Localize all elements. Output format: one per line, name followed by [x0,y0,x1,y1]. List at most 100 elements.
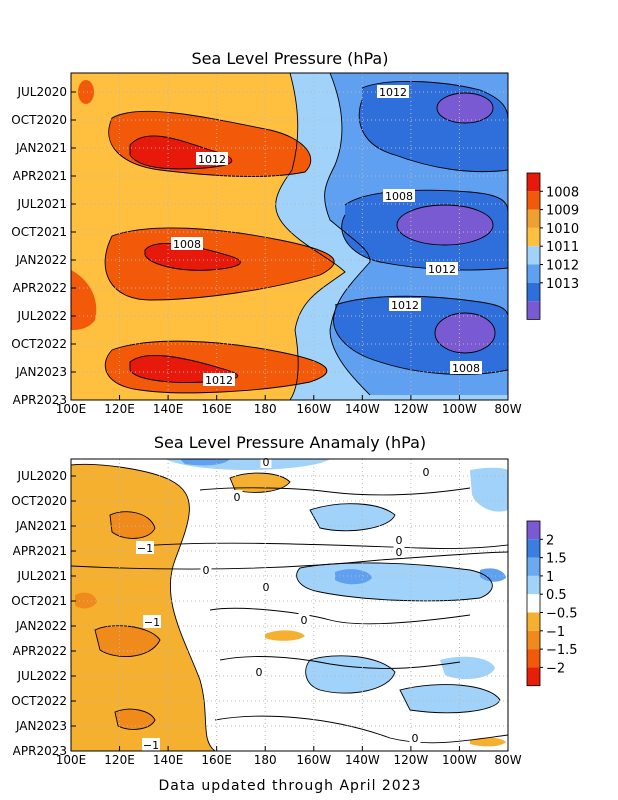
x-tick-label: 100E [56,402,87,416]
y-tick-label: JAN2022 [15,619,67,633]
svg-text:0: 0 [412,732,419,745]
svg-text:0: 0 [263,456,270,469]
x-tick-label: 160E [201,753,232,767]
contour-label: 0 [253,665,265,679]
contour-label: 0 [409,731,421,745]
svg-text:−1: −1 [144,616,160,629]
svg-text:−1: −1 [143,739,159,752]
colorbar-label: 1011 [546,240,579,255]
y-tick-label: JUL2020 [16,469,67,483]
y-tick-label: OCT2021 [11,594,67,608]
x-tick-label: 180 [254,753,277,767]
colorbar-label: 1013 [546,277,579,292]
plot-frame-bottom [70,458,509,752]
svg-text:0: 0 [256,666,263,679]
contour-label: 0 [260,580,272,594]
colorbar-label: 2 [546,533,554,548]
colorbar-label: −1.5 [546,643,578,658]
colorbar-swatch [527,557,540,576]
y-tick-label: OCT2020 [11,494,67,508]
contour-label: 0 [393,545,405,559]
data-updated-note: Data updated through April 2023 [158,778,421,794]
y-tick-label: JUL2022 [16,669,67,683]
contour-label: 1008 [450,361,482,375]
x-tick-label: 140E [153,753,184,767]
y-tick-label: JUL2021 [16,197,67,211]
colorbar-label: −1 [546,625,565,640]
x-tick-label: 140E [153,402,184,416]
contour-label: 0 [393,533,405,547]
svg-text:1012: 1012 [428,263,456,276]
y-tick-label: APR2022 [13,281,67,295]
y-tick-label: OCT2020 [11,113,67,127]
y-tick-label: JAN2023 [15,719,67,733]
contour-label: 0 [260,455,272,469]
x-tick-label: 140W [345,753,380,767]
x-tick-label: 160E [201,402,232,416]
y-tick-label: JUL2022 [16,309,67,323]
y-tick-label: JAN2021 [15,141,67,155]
x-tick-label: 80W [494,753,521,767]
colorbar-swatch [527,173,540,192]
colorbar-swatch [527,191,540,210]
y-tick-label: APR2023 [13,744,67,758]
y-tick-label: OCT2021 [11,225,67,239]
y-tick-label: OCT2022 [11,337,67,351]
y-tick-label: JAN2021 [15,519,67,533]
contour-label: 1012 [377,85,409,99]
svg-text:1012: 1012 [205,374,233,387]
colorbar-swatch [527,246,540,265]
chart-title-top: Sea Level Pressure (hPa) [192,49,389,68]
colorbar-bottom: 2 1.5 1 0.5 −0.5 −1 −1.5 −2 [526,520,578,687]
colorbar-swatch [527,521,540,540]
colorbar-swatch [527,227,540,247]
colorbar-swatch [527,264,540,283]
colorbar-frame [526,520,541,687]
svg-text:1012: 1012 [379,86,407,99]
contour-label: 1012 [196,152,228,166]
colorbar-label: 1012 [546,259,579,274]
x-tick-label: 120W [393,753,428,767]
colorbar-swatch [527,539,540,558]
contour-label: 0 [298,613,310,627]
svg-text:0: 0 [423,466,430,479]
x-tick-label: 180 [254,402,277,416]
y-tick-label: APR2022 [13,644,67,658]
svg-text:1012: 1012 [198,153,226,166]
colorbar-top: 1008 1009 1010 1011 1012 1013 [526,172,579,320]
colorbar-label: 0.5 [546,588,567,603]
y-tick-label: APR2023 [13,393,67,407]
grid-top [71,73,508,400]
colorbar-label: 1 [546,570,554,585]
x-tick-label: 100W [442,402,477,416]
y-tick-label: APR2021 [13,544,67,558]
x-tick-label: 160W [296,402,331,416]
contour-label: −1 [143,615,161,629]
colorbar-label: 1009 [546,204,579,219]
colorbar-swatch [527,209,540,228]
y-tick-label: JAN2023 [15,365,67,379]
x-tick-label: 100W [442,753,477,767]
contour-label: 0 [420,465,432,479]
contour-label: 1012 [389,298,421,312]
x-tick-label: 80W [494,402,521,416]
axes-top: 100E 120E 140E 160E 180 160W 140W 120W 100W 80W JU… [11,85,521,416]
colorbar-label: −0.5 [546,607,578,622]
contour-label: 1008 [383,189,415,203]
contour-labels-top: 1012 1008 1012 1008 1012 1012 1008 1012 [171,85,482,387]
y-tick-label: JUL2020 [16,85,67,99]
contour-label: 1012 [426,262,458,276]
x-tick-label: 160W [296,753,331,767]
svg-text:0: 0 [203,564,210,577]
chart-title-bottom: Sea Level Pressure Anamaly (hPa) [154,433,426,452]
colorbar-label: 1.5 [546,552,567,567]
svg-text:−1: −1 [137,542,153,555]
x-tick-label: 100E [56,753,87,767]
y-tick-label: JAN2022 [15,253,67,267]
y-tick-label: OCT2022 [11,694,67,708]
contour-label: 1008 [171,237,203,251]
colorbar-label: −2 [546,661,565,676]
colorbar-label: 1010 [546,222,579,237]
